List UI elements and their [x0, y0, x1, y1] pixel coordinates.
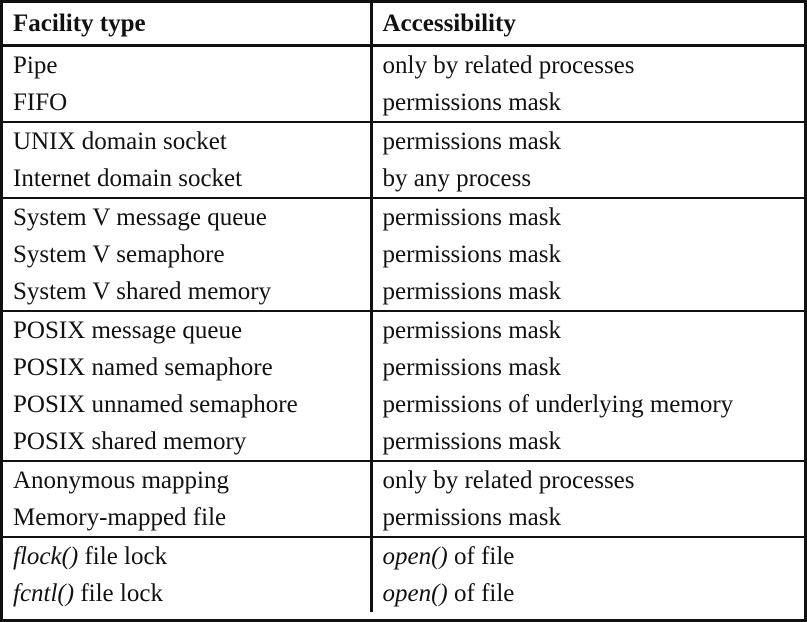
- accessibility-cell: permissions mask: [382, 240, 561, 268]
- function-name: open(): [382, 542, 448, 570]
- facility-cell: Anonymous mapping: [3, 460, 373, 499]
- table-row: FIFO permissions mask: [3, 84, 804, 122]
- accessibility-cell: only by related processes: [371, 460, 804, 499]
- accessibility-cell: permissions of underlying memory: [382, 390, 734, 418]
- table-row: POSIX message queue permissions mask: [3, 310, 804, 349]
- table-header-row: Facility type Accessibility: [3, 3, 804, 47]
- function-name: flock(): [13, 542, 79, 570]
- table-row: Pipe only by related processes: [3, 44, 804, 84]
- table-row: flock() file lock open() of file: [3, 536, 804, 575]
- table-row: Memory-mapped file permissions mask: [3, 499, 804, 537]
- table-row: Anonymous mapping only by related proces…: [3, 460, 804, 499]
- accessibility-cell: permissions mask: [382, 503, 561, 531]
- function-name: fcntl(): [13, 579, 75, 607]
- table-row: UNIX domain socket permissions mask: [3, 121, 804, 160]
- accessibility-cell: only by related processes: [371, 44, 804, 84]
- facility-cell: POSIX named semaphore: [3, 349, 373, 386]
- table-row: POSIX named semaphore permissions mask: [3, 349, 804, 386]
- table-row: System V message queue permissions mask: [3, 197, 804, 236]
- accessibility-cell: permissions mask: [382, 88, 561, 116]
- table-row: fcntl() file lock open() of file: [3, 575, 804, 612]
- facility-cell: FIFO: [3, 84, 373, 122]
- ipc-accessibility-table: Facility type Accessibility Pipe only by…: [3, 3, 804, 612]
- facility-cell: flock() file lock: [3, 536, 373, 575]
- accessibility-cell: permissions mask: [382, 353, 561, 381]
- function-name: open(): [382, 579, 448, 607]
- accessibility-cell: permissions mask: [371, 121, 804, 160]
- facility-cell: POSIX unnamed semaphore: [3, 386, 373, 423]
- facility-cell: System V message queue: [3, 197, 373, 236]
- facility-cell: System V shared memory: [3, 273, 373, 311]
- facility-cell: Internet domain socket: [3, 160, 373, 198]
- accessibility-cell: by any process: [382, 164, 532, 192]
- facility-cell: POSIX message queue: [3, 310, 373, 349]
- table-row: System V shared memory permissions mask: [3, 273, 804, 311]
- table-row: POSIX shared memory permissions mask: [3, 423, 804, 461]
- table-row: System V semaphore permissions mask: [3, 236, 804, 273]
- table-row: POSIX unnamed semaphore permissions of u…: [3, 386, 804, 423]
- accessibility-text: of file: [447, 542, 515, 570]
- accessibility-cell: permissions mask: [382, 427, 561, 455]
- accessibility-cell: permissions mask: [382, 277, 561, 305]
- column-header-accessibility: Accessibility: [371, 3, 804, 47]
- facility-text: file lock: [78, 542, 168, 570]
- facility-cell: UNIX domain socket: [3, 121, 373, 160]
- accessibility-cell: open() of file: [371, 575, 804, 612]
- column-header-facility-type: Facility type: [3, 3, 373, 47]
- facility-cell: Memory-mapped file: [3, 499, 373, 537]
- accessibility-cell: permissions mask: [371, 310, 804, 349]
- accessibility-cell: open() of file: [371, 536, 804, 575]
- accessibility-cell: permissions mask: [371, 197, 804, 236]
- facility-cell: Pipe: [3, 44, 373, 84]
- table-row: Internet domain socket by any process: [3, 160, 804, 198]
- facility-cell: fcntl() file lock: [3, 575, 373, 612]
- facility-cell: System V semaphore: [3, 236, 373, 273]
- facility-cell: POSIX shared memory: [3, 423, 373, 461]
- facility-text: file lock: [74, 579, 163, 607]
- accessibility-text: of file: [447, 579, 515, 607]
